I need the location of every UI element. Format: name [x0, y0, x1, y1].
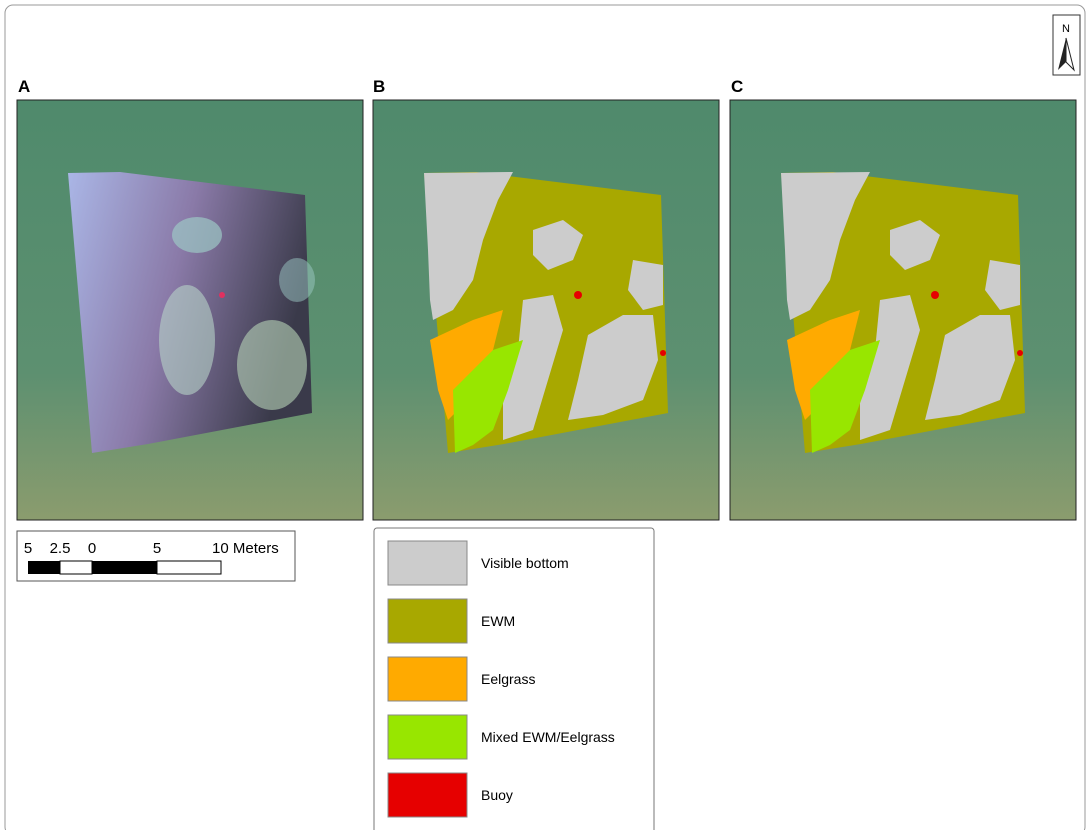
- figure: A B C N 5 2.5 0 5 10 Meters Visib: [0, 0, 1091, 830]
- legend: Visible bottom EWM Eelgrass Mixed EWM/Eelgr…: [374, 528, 654, 830]
- legend-swatch: [388, 541, 467, 585]
- scale-label: 2.5: [50, 540, 71, 557]
- north-arrow: N: [1053, 15, 1080, 75]
- panel-a: [17, 100, 363, 520]
- panel-label: B: [373, 77, 385, 96]
- legend-swatch: [388, 715, 467, 759]
- scale-label: 5: [24, 540, 32, 557]
- legend-label: EWM: [481, 613, 515, 629]
- legend-label: Buoy: [481, 787, 513, 803]
- scale-label: 5: [153, 540, 161, 557]
- legend-swatch: [388, 657, 467, 701]
- legend-swatch: [388, 773, 467, 817]
- panel-label: C: [731, 77, 743, 96]
- legend-swatch: [388, 599, 467, 643]
- panel-c: [730, 100, 1076, 520]
- legend-label: Visible bottom: [481, 555, 569, 571]
- scale-bar: 5 2.5 0 5 10 Meters: [17, 531, 295, 581]
- north-label: N: [1062, 23, 1070, 35]
- panel-label: A: [18, 77, 30, 96]
- scale-label: 0: [88, 540, 96, 557]
- panel-b: [373, 100, 719, 520]
- legend-label: Mixed EWM/Eelgrass: [481, 729, 615, 745]
- scale-label: 10 Meters: [212, 540, 279, 557]
- legend-label: Eelgrass: [481, 671, 535, 687]
